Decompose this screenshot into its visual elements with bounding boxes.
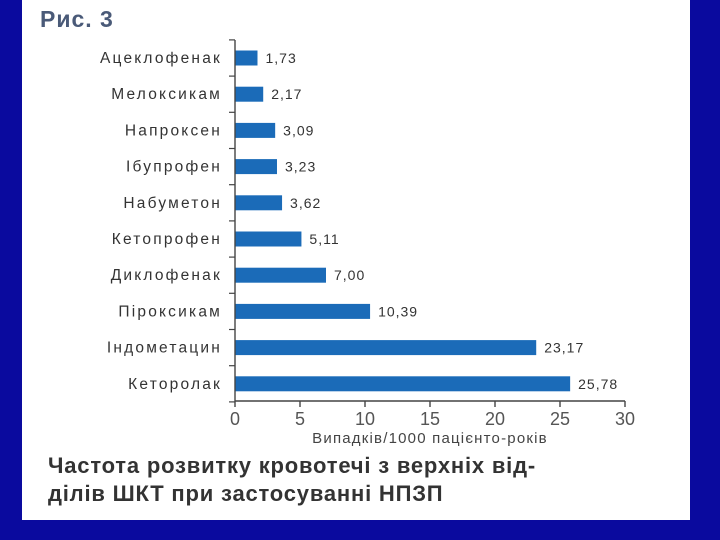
- value-label: 7,00: [334, 267, 365, 283]
- x-tick-label: 30: [615, 409, 635, 429]
- category-label: Напроксен: [125, 122, 222, 139]
- bar: [235, 195, 283, 211]
- x-tick-label: 15: [420, 409, 440, 429]
- category-label: Піроксикам: [118, 303, 222, 320]
- category-label: Диклофенак: [111, 267, 222, 284]
- bar: [235, 340, 537, 356]
- caption-line-2: ділів ШКТ при застосуванні НПЗП: [48, 481, 444, 506]
- caption-line-1: Частота розвитку кровотечі з верхніх від…: [48, 453, 536, 478]
- category-label: Набуметон: [123, 195, 222, 212]
- value-labels: 1,73 2,17 3,09 3,23 3,62 5,11 7,00 10,39 23,17 25…: [265, 50, 618, 392]
- category-label: Індометацин: [107, 340, 222, 357]
- value-label: 3,09: [283, 122, 314, 138]
- bar: [235, 159, 277, 175]
- value-label: 2,17: [271, 86, 302, 102]
- value-label: 10,39: [378, 303, 418, 319]
- category-label: Ібупрофен: [126, 159, 222, 176]
- x-tick-label: 10: [355, 409, 375, 429]
- bar: [235, 122, 276, 138]
- value-label: 3,62: [290, 195, 321, 211]
- category-labels: Ацеклофенак Мелоксикам Напроксен Ібупрофен Н…: [100, 50, 222, 393]
- x-tick-label: 5: [295, 409, 305, 429]
- figure-label: Рис. 3: [40, 6, 114, 32]
- value-label: 1,73: [265, 50, 296, 66]
- bar: [235, 376, 571, 392]
- x-ticks: 0 5 10 15 20 25 30: [230, 401, 635, 429]
- bar: [235, 267, 326, 283]
- x-tick-label: 25: [550, 409, 570, 429]
- bar: [235, 231, 302, 247]
- figure-panel: [22, 0, 690, 520]
- x-tick-label: 20: [485, 409, 505, 429]
- category-label: Ацеклофенак: [100, 50, 222, 67]
- value-label: 25,78: [578, 376, 618, 392]
- category-ticks: [229, 39, 235, 403]
- value-label: 5,11: [309, 231, 339, 247]
- x-axis-title: Випадків/1000 пацієнто-років: [312, 430, 548, 447]
- bar: [235, 50, 258, 66]
- bar: [235, 303, 371, 319]
- category-label: Кеторолак: [128, 376, 222, 393]
- category-label: Мелоксикам: [111, 86, 222, 103]
- figure-caption: Частота розвитку кровотечі з верхніх від…: [48, 452, 678, 508]
- bars: [235, 50, 571, 392]
- bar: [235, 86, 264, 102]
- value-label: 3,23: [285, 159, 316, 175]
- category-label: Кетопрофен: [112, 231, 222, 248]
- value-label: 23,17: [544, 340, 584, 356]
- x-tick-label: 0: [230, 409, 240, 429]
